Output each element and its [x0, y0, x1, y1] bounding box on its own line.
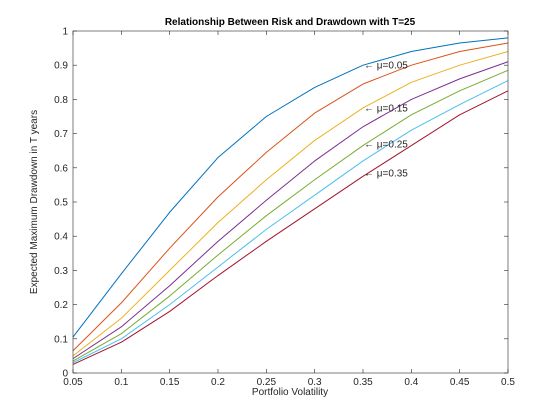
y-tick-label: 0.6: [54, 163, 68, 174]
y-tick-label: 1: [62, 27, 68, 38]
annotation-label: ← μ=0.35: [364, 168, 408, 179]
x-axis-label: Portfolio Volatility: [252, 387, 328, 398]
x-tick-label: 0.1: [114, 377, 128, 388]
y-tick-label: 0.2: [54, 300, 68, 311]
y-tick-label: 0.1: [54, 334, 68, 345]
x-tick-label: 0.2: [211, 377, 225, 388]
annotation-label: ← μ=0.05: [364, 61, 408, 72]
x-tick-label: 0.35: [353, 377, 373, 388]
x-tick-label: 0.4: [404, 377, 418, 388]
x-tick-label: 0.15: [160, 377, 180, 388]
y-tick-label: 0.8: [54, 95, 68, 106]
annotation-label: ← μ=0.25: [364, 139, 408, 150]
annotation-label: ← μ=0.15: [364, 103, 408, 114]
x-tick-label: 0.45: [450, 377, 470, 388]
x-tick-label: 0.5: [501, 377, 515, 388]
y-axis-label: Expected Maximum Drawdown in T years: [29, 110, 40, 294]
chart-title: Relationship Between Risk and Drawdown w…: [165, 17, 416, 28]
y-tick-label: 0.3: [54, 266, 68, 277]
y-tick-label: 0: [62, 369, 68, 380]
plot-area: [73, 31, 508, 373]
y-tick-label: 0.7: [54, 129, 68, 140]
y-tick-label: 0.9: [54, 61, 68, 72]
y-tick-label: 0.5: [54, 198, 68, 209]
y-tick-label: 0.4: [54, 232, 68, 243]
